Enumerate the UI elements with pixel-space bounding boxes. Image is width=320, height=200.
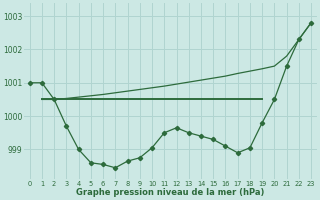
X-axis label: Graphe pression niveau de la mer (hPa): Graphe pression niveau de la mer (hPa): [76, 188, 265, 197]
